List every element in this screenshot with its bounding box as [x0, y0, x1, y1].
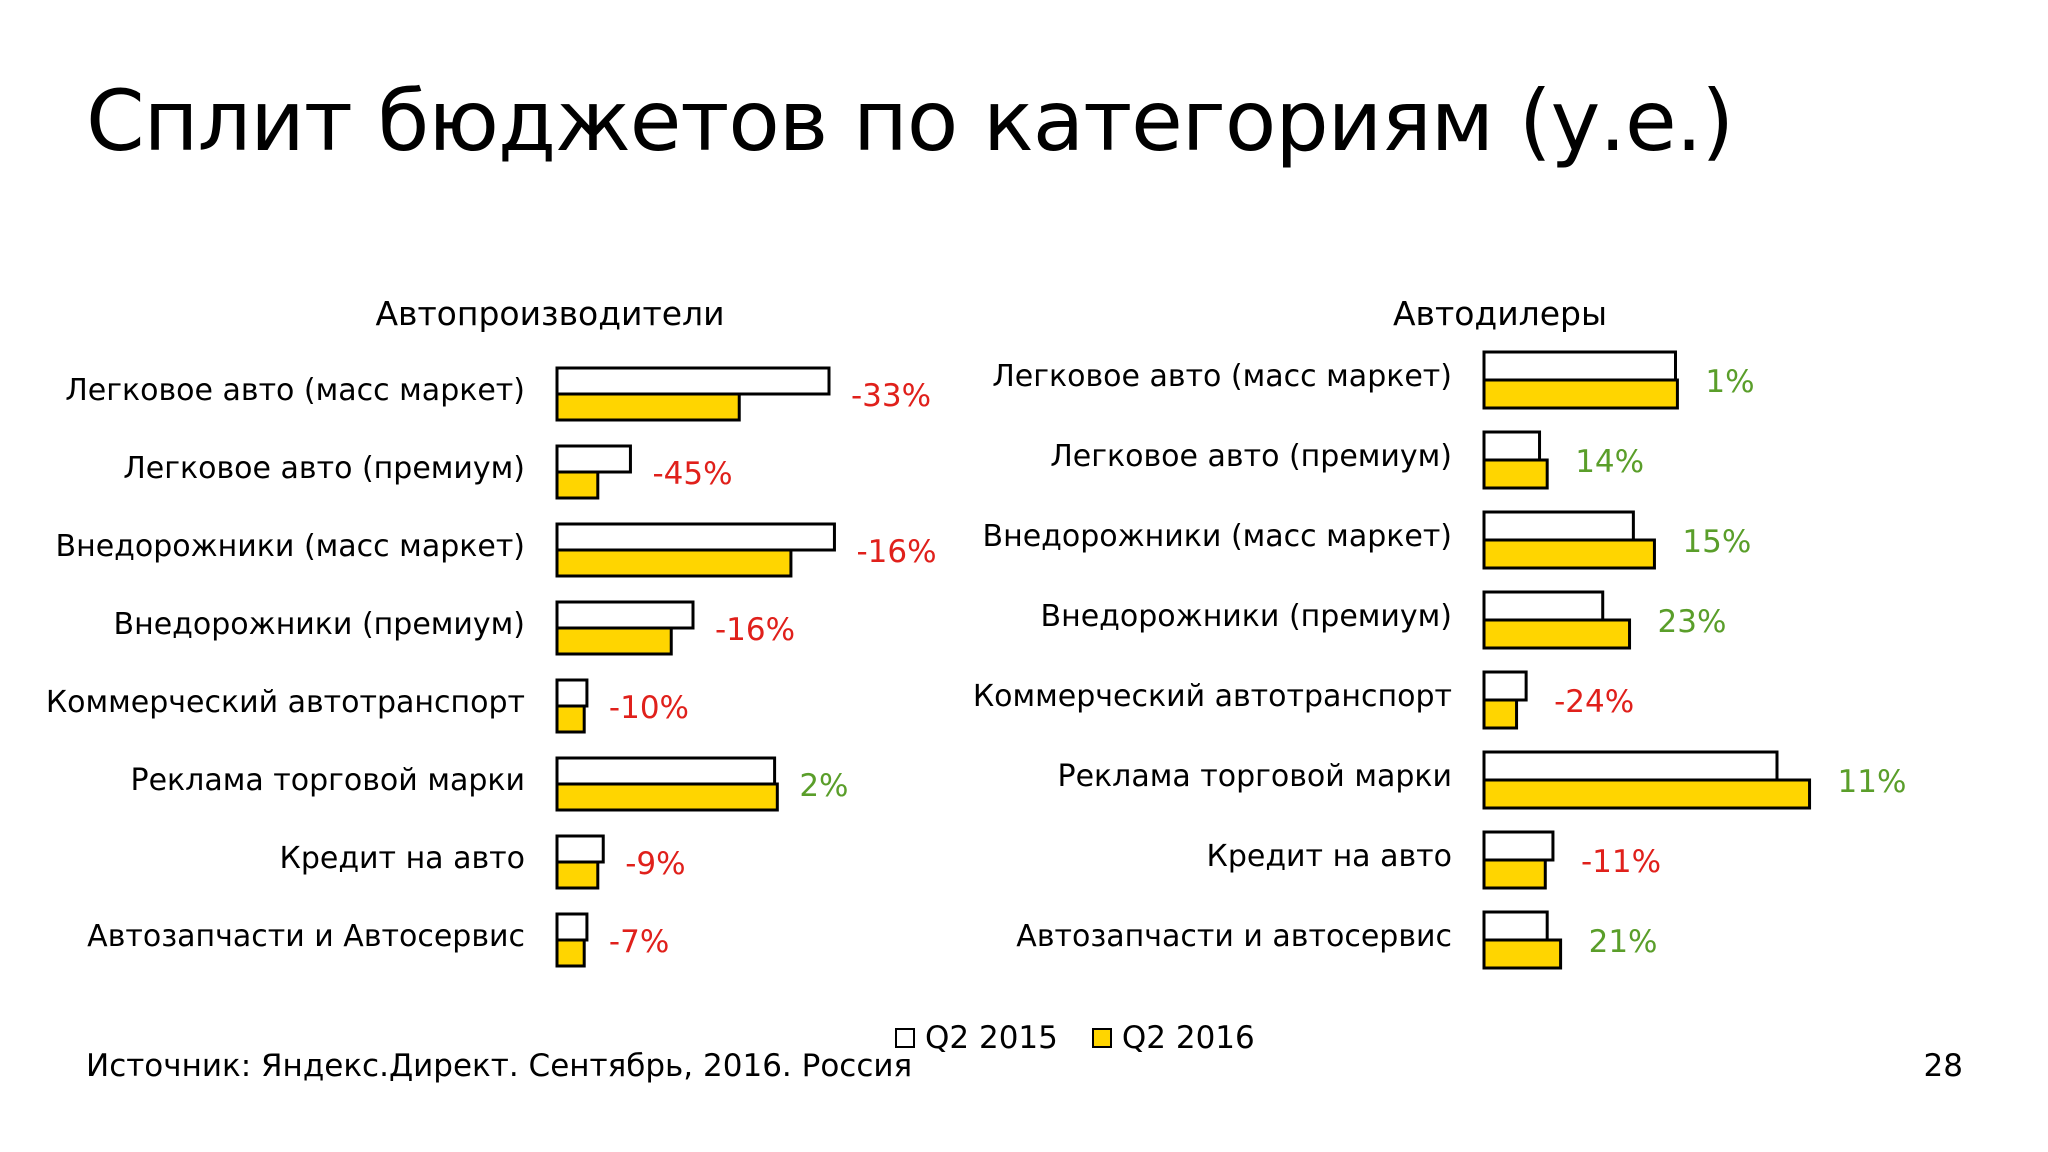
slide-title: Сплит бюджетов по категориям (у.е.) [86, 72, 1734, 170]
automakers-change-label-1: -45% [652, 456, 732, 492]
chart-automakers: Автопроизводители Легковое авто (масс ма… [0, 280, 1000, 1000]
dealers-bar-2016-1 [1482, 458, 1549, 490]
automakers-bar-2016-4 [555, 704, 586, 734]
source-note: Источник: Яндекс.Директ. Сентябрь, 2016.… [86, 1048, 913, 1084]
legend-swatch-2016 [1091, 1028, 1112, 1048]
automakers-category-label-0: Легковое авто (масс маркет) [65, 373, 525, 408]
automakers-change-label-2: -16% [856, 534, 936, 570]
chart-dealers: Автодилеры Легковое авто (масс маркет) 1%… [973, 280, 2048, 1000]
page-number: 28 [1923, 1048, 1963, 1084]
dealers-change-label-7: 21% [1589, 924, 1658, 960]
dealers-change-label-3: 23% [1658, 604, 1727, 640]
legend-swatch-2015 [895, 1028, 915, 1048]
dealers-category-label-4: Коммерческий автотранспорт [973, 679, 1452, 714]
automakers-change-label-6: -9% [625, 846, 685, 882]
dealers-bar-2015-6 [1482, 830, 1555, 862]
automakers-category-label-4: Коммерческий автотранспорт [46, 685, 525, 720]
dealers-change-label-1: 14% [1575, 444, 1644, 480]
automakers-bar-2016-2 [555, 548, 793, 578]
automakers-bar-2016-1 [555, 470, 600, 500]
automakers-bar-2015-5 [555, 756, 777, 786]
dealers-change-label-2: 15% [1682, 524, 1751, 560]
dealers-category-label-0: Легковое авто (масс маркет) [992, 359, 1452, 394]
automakers-bar-2015-4 [555, 678, 589, 708]
legend-item-2015: Q2 2015 [895, 1020, 1058, 1056]
chart-dealers-plot: Легковое авто (масс маркет) 1% Легковое ав… [973, 350, 1907, 970]
dealers-bar-2015-2 [1482, 510, 1635, 542]
chart-automakers-plot: Легковое авто (масс маркет) -33% Легковое … [46, 366, 937, 968]
dealers-category-label-5: Реклама торговой марки [1057, 759, 1452, 794]
dealers-change-label-0: 1% [1705, 364, 1754, 400]
dealers-bar-2016-4 [1482, 698, 1519, 730]
automakers-bar-2015-6 [555, 834, 605, 864]
automakers-bar-2015-1 [555, 444, 632, 474]
automakers-category-label-5: Реклама торговой марки [130, 763, 525, 798]
dealers-bar-2016-3 [1482, 618, 1632, 650]
legend-label-2015: Q2 2015 [925, 1020, 1058, 1056]
automakers-bar-2016-3 [555, 626, 673, 656]
chart-title-automakers: Автопроизводители [375, 294, 725, 333]
legend-label-2016: Q2 2016 [1121, 1020, 1255, 1056]
automakers-change-label-5: 2% [799, 768, 848, 804]
automakers-bar-2015-2 [555, 522, 836, 552]
dealers-bar-2016-7 [1482, 938, 1563, 970]
dealers-bar-2015-0 [1482, 350, 1677, 382]
automakers-category-label-7: Автозапчасти и Автосервис [87, 919, 525, 954]
dealers-category-label-6: Кредит на авто [1207, 839, 1452, 874]
automakers-bar-2016-5 [555, 782, 779, 812]
chart-title-dealers: Автодилеры [1392, 294, 1608, 333]
automakers-bar-2016-7 [555, 938, 586, 968]
dealers-category-label-1: Легковое авто (премиум) [1050, 439, 1452, 474]
dealers-change-label-6: -11% [1581, 844, 1661, 880]
automakers-category-label-6: Кредит на авто [280, 841, 525, 876]
dealers-bar-2015-4 [1482, 670, 1528, 702]
automakers-bar-2016-0 [555, 392, 741, 422]
automakers-bar-2015-0 [555, 366, 831, 396]
dealers-bar-2015-5 [1482, 750, 1779, 782]
dealers-bar-2016-6 [1482, 858, 1547, 890]
automakers-change-label-0: -33% [851, 378, 931, 414]
dealers-category-label-7: Автозапчасти и автосервис [1016, 919, 1452, 954]
automakers-category-label-2: Внедорожники (масс маркет) [56, 529, 526, 564]
dealers-category-label-3: Внедорожники (премиум) [1041, 599, 1452, 634]
automakers-change-label-4: -10% [609, 690, 689, 726]
automakers-category-label-3: Внедорожники (премиум) [114, 607, 525, 642]
dealers-change-label-5: 11% [1838, 764, 1907, 800]
dealers-category-label-2: Внедорожники (масс маркет) [983, 519, 1453, 554]
automakers-bar-2015-7 [555, 912, 589, 942]
legend-item-2016: Q2 2016 [1091, 1020, 1255, 1056]
dealers-bar-2015-7 [1482, 910, 1549, 942]
dealers-bar-2015-1 [1482, 430, 1542, 462]
dealers-bar-2016-5 [1482, 778, 1812, 810]
automakers-bar-2016-6 [555, 860, 600, 890]
dealers-bar-2016-0 [1482, 378, 1679, 410]
automakers-change-label-3: -16% [715, 612, 795, 648]
automakers-category-label-1: Легковое авто (премиум) [123, 451, 525, 486]
legend: Q2 2015 Q2 2016 [895, 1018, 1289, 1058]
dealers-bar-2015-3 [1482, 590, 1605, 622]
automakers-change-label-7: -7% [609, 924, 669, 960]
dealers-change-label-4: -24% [1554, 684, 1634, 720]
dealers-bar-2016-2 [1482, 538, 1656, 570]
automakers-bar-2015-3 [555, 600, 695, 630]
